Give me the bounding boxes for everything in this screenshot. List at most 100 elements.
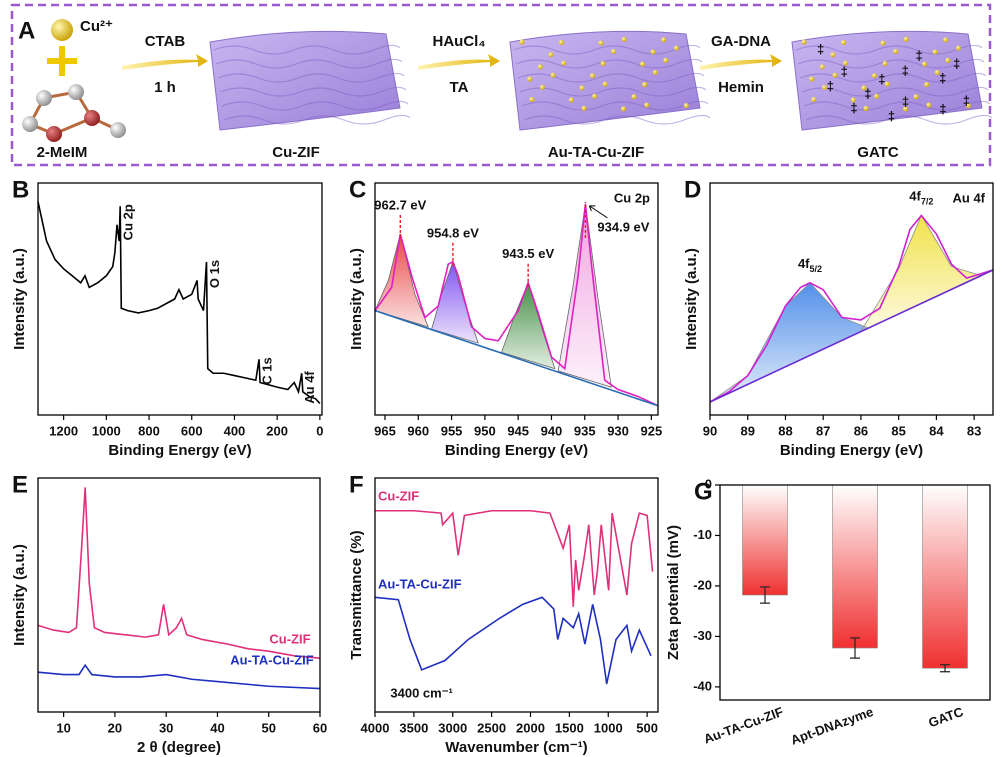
label-arrow [588, 205, 608, 219]
x-axis-title: 2 θ (degree) [137, 739, 221, 756]
gold-nanoparticle [945, 57, 951, 63]
x-tick-label: 86 [854, 423, 868, 438]
gold-nanoparticle [882, 60, 888, 67]
gold-nanoparticle [871, 73, 878, 79]
x-axis-title: Binding Energy (eV) [445, 442, 588, 459]
gold-nanoparticle [650, 49, 656, 55]
series-line [374, 203, 659, 407]
gold-nanoparticle [861, 85, 867, 91]
x-tick-label: 945 [507, 423, 529, 438]
gold-nanoparticle [519, 39, 525, 45]
x-tick-label: 90 [703, 423, 717, 438]
dna-hemin-mark: ‡ [916, 48, 923, 63]
gold-nanoparticle [631, 94, 637, 100]
y-axis-title: Transmittance (%) [348, 530, 365, 659]
sheet-surface [509, 30, 701, 131]
gold-nanoparticle [621, 36, 627, 42]
gold-nanoparticle [903, 36, 909, 42]
sheet-wave [217, 72, 405, 83]
peak-label: 943.5 eV [502, 246, 554, 261]
sheet-surface [209, 30, 401, 131]
gold-nanoparticle [902, 106, 909, 112]
product-label: Cu-ZIF [272, 144, 319, 161]
reagent-label: CTAB [145, 33, 186, 50]
x-tick-label: 2000 [516, 720, 545, 735]
x-tick-label: 1500 [555, 720, 584, 735]
x-tick-label: 87 [816, 423, 830, 438]
gold-nanoparticle [850, 97, 856, 103]
x-tick-label: 400 [224, 423, 246, 438]
peak-label: C 1s [259, 357, 274, 384]
gold-nanoparticle [683, 103, 689, 109]
reagent-label: GA-DNA [711, 33, 771, 50]
x-tick-label: 10 [56, 720, 70, 735]
gold-nanoparticle [611, 48, 617, 55]
sheet-wave [215, 58, 403, 69]
bar [922, 484, 968, 669]
y-axis-title: Intensity (a.u.) [11, 248, 28, 350]
gold-nanoparticle [527, 76, 533, 82]
error-bar [850, 637, 860, 659]
peak-label-main: 4f [798, 256, 810, 271]
plot-frame [374, 182, 659, 416]
x-tick-label: 3500 [399, 720, 428, 735]
atom [22, 116, 38, 132]
gold-nanoparticle [558, 39, 565, 46]
sheet-wave [523, 114, 711, 125]
gold-nanoparticle [801, 39, 807, 45]
x-tick-label: 50 [261, 720, 275, 735]
dna-hemin-mark: ‡ [939, 102, 946, 117]
ligand-label: 2-MeIM [37, 144, 88, 161]
series-line [709, 269, 994, 403]
x-tick-label: 4000 [361, 720, 390, 735]
x-tick-label: 20 [108, 720, 122, 735]
dna-hemin-mark: ‡ [902, 63, 909, 78]
sheet-surface [791, 30, 983, 131]
reaction-arrow [700, 54, 782, 70]
gold-nanoparticle [539, 84, 546, 90]
x-tick-label: 30 [159, 720, 173, 735]
gold-nanoparticle [880, 40, 886, 46]
x-tick-label: 950 [474, 423, 496, 438]
panel-letter: E [12, 471, 28, 498]
x-tick-label: Au-TA-Cu-ZIF [702, 704, 786, 747]
sheet-wave [801, 86, 989, 97]
series-line [374, 596, 652, 685]
y-axis-title: Zeta potential (mV) [665, 525, 682, 660]
series-line [37, 487, 321, 659]
gold-nanoparticle [821, 84, 828, 90]
y-tick-label: -10 [693, 527, 712, 542]
x-tick-label: 500 [636, 720, 658, 735]
dna-hemin-mark: ‡ [850, 101, 857, 116]
x-axis-title: Wavenumber (cm⁻¹) [445, 739, 587, 756]
atom [110, 122, 126, 138]
gold-nanoparticle [602, 81, 608, 87]
x-tick-label: 40 [210, 720, 224, 735]
x-tick-label: 85 [891, 423, 905, 438]
series-line [37, 663, 321, 690]
gold-nanoparticle [661, 37, 667, 43]
gold-nanoparticle [550, 72, 556, 78]
gold-nanoparticle [819, 64, 825, 70]
dna-hemin-mark: ‡ [878, 72, 885, 87]
gold-nanoparticle [955, 45, 962, 51]
y-axis-title: Intensity (a.u.) [11, 544, 28, 646]
series-line [374, 309, 659, 407]
gold-nanoparticle [893, 48, 899, 55]
series-line [375, 509, 654, 607]
dna-hemin-mark: ‡ [817, 41, 824, 56]
peak-label: 4f5/2 [798, 256, 822, 274]
plot-frame [37, 477, 321, 713]
x-tick-label: 3000 [438, 720, 467, 735]
panel-letter: A [18, 17, 35, 44]
peak-label: Au 4f [302, 371, 317, 404]
condition-label: TA [450, 79, 469, 96]
y-tick-label: -20 [693, 577, 712, 592]
series-label: Au-TA-Cu-ZIF [230, 652, 314, 667]
x-axis-title: Binding Energy (eV) [780, 442, 923, 459]
atom [36, 90, 52, 106]
series-label: Au-TA-Cu-ZIF [378, 576, 462, 591]
atom [46, 126, 62, 142]
plot-frame [37, 182, 323, 416]
